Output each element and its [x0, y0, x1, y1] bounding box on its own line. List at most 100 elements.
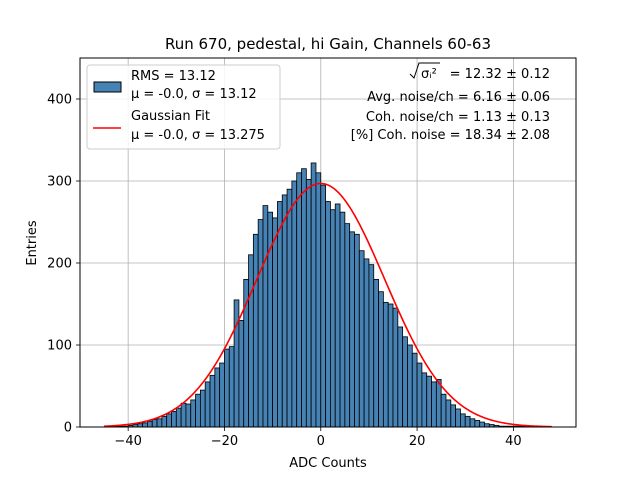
histogram-bar: [349, 231, 355, 428]
y-axis-ticks: 0 100 200 300 400: [47, 93, 80, 436]
x-tick-label: 0: [317, 434, 325, 449]
histogram-bar: [175, 407, 182, 428]
histogram-bar: [373, 278, 379, 428]
annotation-coh-noise-percent: [%] Coh. noise = 18.34 ± 2.08: [351, 128, 550, 143]
annotation-sigma-value: = 12.32 ± 0.12: [450, 67, 550, 82]
histogram-bar: [291, 180, 298, 428]
legend-entry-histogram-line2: μ = -0.0, σ = 13.12: [131, 87, 257, 102]
annotation-sigma-label: σᵢ²: [421, 67, 437, 82]
histogram-bar: [147, 420, 153, 428]
histogram-bar: [228, 346, 235, 428]
histogram-bar: [358, 250, 365, 428]
legend-entry-fit-line1: Gaussian Fit: [131, 109, 210, 124]
histogram-bar: [156, 418, 163, 428]
histogram-bar: [435, 379, 442, 428]
histogram-bar: [286, 188, 293, 428]
histogram-bar: [411, 352, 418, 428]
histogram-bar: [171, 411, 177, 428]
histogram-bar: [354, 233, 360, 428]
histogram-bar: [219, 362, 225, 428]
plot-area: [79, 57, 577, 428]
histogram-bar: [325, 201, 331, 428]
gaussian-fit-line: [104, 182, 552, 428]
legend: RMS = 13.12 μ = -0.0, σ = 13.12 Gaussian…: [86, 64, 281, 150]
histogram-bar: [382, 301, 389, 428]
legend-swatch-histogram: [93, 81, 122, 93]
plot-frame: [79, 57, 577, 428]
sqrt-symbol: [409, 62, 440, 79]
y-tick-label: 300: [47, 175, 72, 190]
histogram-bar: [281, 194, 288, 428]
histogram-bar: [252, 233, 259, 428]
histogram-bar: [397, 326, 404, 428]
histogram-bar: [190, 399, 196, 428]
histogram-bar: [166, 413, 172, 428]
annotation-coh-noise: Coh. noise/ch = 1.13 ± 0.13: [366, 110, 550, 125]
histogram-bar: [426, 375, 432, 428]
histogram-bar: [238, 319, 245, 428]
legend-box: [86, 64, 281, 150]
chart-title: Run 670, pedestal, hi Gain, Channels 60-…: [165, 35, 491, 53]
histogram-bar: [204, 381, 211, 428]
histogram-bar: [185, 403, 192, 428]
histogram-bar: [180, 402, 187, 428]
histogram-bar: [387, 303, 394, 428]
histogram-bar: [378, 291, 384, 428]
histogram-bar: [479, 421, 485, 428]
y-tick-label: 400: [47, 93, 72, 108]
histogram-bar: [224, 348, 230, 428]
histogram-bar: [402, 336, 408, 428]
histogram-bar: [464, 415, 471, 428]
histogram-bar: [421, 372, 428, 428]
histogram-bar: [296, 172, 302, 428]
histogram-bar: [301, 168, 307, 428]
histogram-bar: [195, 393, 201, 428]
histogram-bar: [277, 201, 283, 428]
histogram-bar: [334, 203, 341, 428]
histogram-bar: [440, 393, 447, 428]
histogram-bar: [142, 422, 148, 428]
histogram-bar: [248, 254, 254, 428]
histogram-bar: [363, 258, 370, 428]
x-tick-label: 40: [505, 434, 522, 449]
histogram-bar: [330, 209, 336, 428]
histogram-bar: [315, 172, 322, 428]
y-tick-label: 200: [47, 257, 72, 272]
histogram-bar: [151, 419, 158, 428]
legend-entry-histogram-line1: RMS = 13.12: [131, 69, 216, 84]
histogram-bar: [368, 264, 375, 428]
histogram-bar: [469, 418, 476, 428]
histogram-bar: [305, 178, 312, 428]
histogram-bar: [392, 307, 399, 428]
histogram-bar: [407, 344, 413, 428]
histogram-bar: [455, 408, 461, 428]
histogram-bar: [474, 420, 481, 428]
histogram-bar: [416, 362, 423, 428]
y-tick-label: 0: [64, 421, 72, 436]
histogram-bar: [450, 404, 457, 428]
y-axis-label: Entries: [25, 220, 40, 266]
histogram-bar: [310, 162, 317, 428]
histogram-bar: [339, 211, 346, 428]
histogram-bar: [209, 374, 216, 428]
histogram-bar: [272, 217, 278, 428]
annotation-avg-noise: Avg. noise/ch = 6.16 ± 0.06: [367, 90, 550, 105]
y-tick-label: 100: [47, 339, 72, 354]
histogram-bar: [320, 184, 326, 428]
histogram-bar: [161, 415, 168, 428]
annotation-sigma: σᵢ² = 12.32 ± 0.12: [409, 62, 550, 82]
histogram-bar: [460, 413, 466, 428]
noise-annotations: σᵢ² = 12.32 ± 0.12 Avg. noise/ch = 6.16 …: [351, 62, 550, 143]
legend-entry-fit-line2: μ = -0.0, σ = 13.275: [131, 128, 265, 143]
histogram-bar: [233, 299, 240, 428]
histogram-bar: [431, 381, 437, 428]
x-tick-label: −20: [211, 434, 238, 449]
x-tick-label: 20: [409, 434, 426, 449]
histogram-bar: [214, 367, 221, 428]
x-axis-label: ADC Counts: [289, 456, 367, 471]
x-tick-label: −40: [114, 434, 141, 449]
histogram-bar: [257, 219, 264, 428]
histogram-bar: [344, 223, 351, 428]
histogram-bar: [445, 399, 452, 428]
